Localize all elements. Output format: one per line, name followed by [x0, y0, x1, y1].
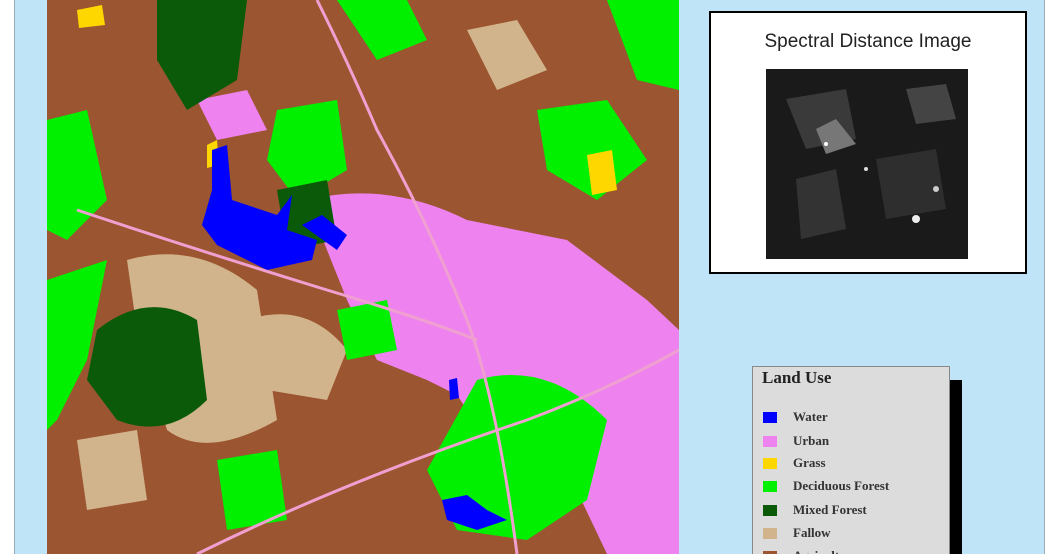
legend-label: Water — [793, 409, 828, 424]
legend-label: Mixed Forest — [793, 502, 867, 517]
page-margin — [0, 0, 15, 554]
legend: Land Use Water Urban Grass Deciduous Forest… — [752, 366, 950, 554]
legend-swatch — [763, 458, 777, 469]
land-use-map — [47, 0, 679, 554]
legend-label: Fallow — [793, 525, 831, 540]
legend-label: Grass — [793, 455, 826, 470]
legend-label: Agriculture — [793, 548, 858, 554]
legend-label: Deciduous Forest — [793, 478, 890, 493]
spectral-distance-image — [766, 69, 968, 259]
legend-swatch — [763, 481, 777, 492]
roads — [76, 0, 679, 554]
legend-swatch — [763, 412, 777, 423]
legend-swatch — [763, 436, 777, 447]
legend-label: Urban — [793, 433, 830, 448]
spectral-distance-panel: Spectral Distance Image — [709, 11, 1027, 274]
legend-swatch — [763, 551, 777, 554]
water-bodies — [202, 145, 507, 530]
page-margin — [1044, 0, 1056, 554]
legend-swatch — [763, 505, 777, 516]
legend-title: Land Use — [762, 368, 832, 387]
legend-swatch — [763, 528, 777, 539]
panel-title: Spectral Distance Image — [764, 31, 972, 52]
